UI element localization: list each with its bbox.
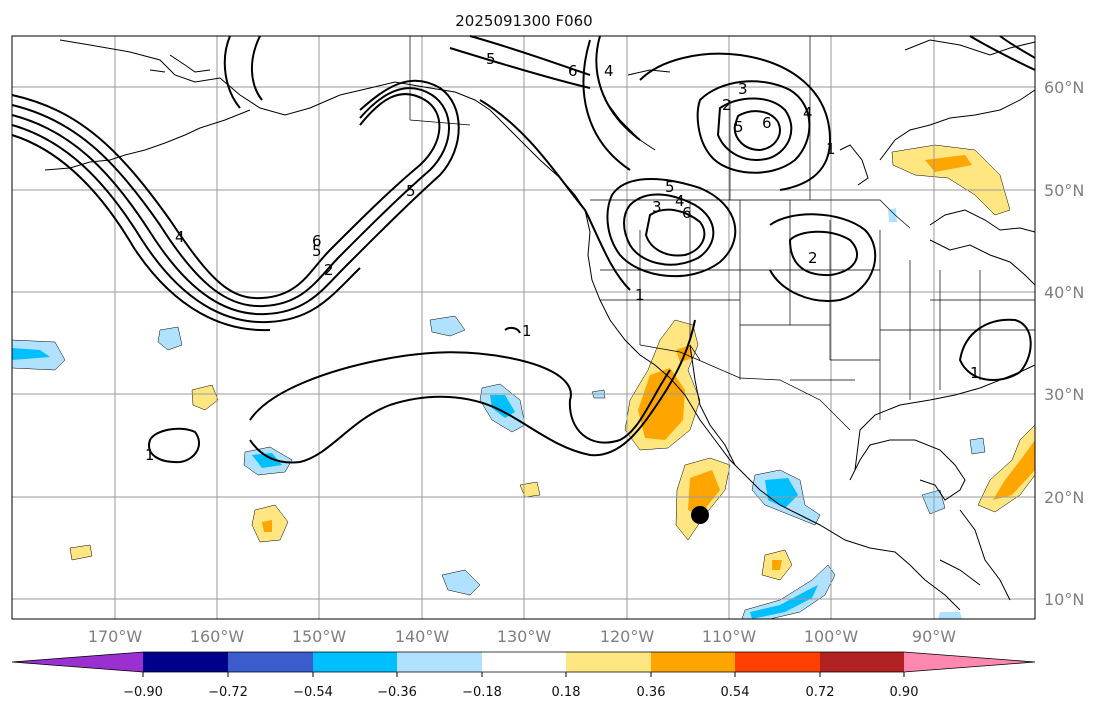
shade-region (638, 368, 685, 440)
colorbar-tick-label: −0.18 (462, 685, 502, 700)
contour-label: 1 (970, 364, 980, 382)
shade-region (888, 208, 897, 222)
colorbar-segment (651, 652, 735, 672)
contour-labels: 5 6 4 3 2 5 6 4 5 4 3 6 5 4 2 1 1 1 1 1 … (145, 50, 980, 464)
contour-label: 5 (406, 182, 416, 200)
contour-label: 4 (675, 192, 685, 210)
contour-label: 1 (145, 446, 155, 464)
lon-label: 130°W (497, 627, 552, 646)
shade-region (925, 155, 972, 172)
colorbar-extend-left (12, 652, 143, 672)
contour-label: 3 (738, 80, 748, 98)
colorbar: −0.90 −0.72 −0.54 −0.36 −0.18 0.18 0.36 … (11, 651, 1036, 700)
contour-label: 4 (604, 62, 614, 80)
lon-label: 100°W (804, 627, 859, 646)
shade-region (519, 481, 541, 498)
colorbar-tick-label: −0.90 (123, 685, 163, 700)
colorbar-segment (143, 652, 228, 672)
contour-label: 4 (803, 104, 813, 122)
lon-label: 110°W (702, 627, 757, 646)
lon-label: 140°W (395, 627, 450, 646)
map-title: 2025091300 F060 (455, 12, 592, 30)
colorbar-segment (228, 652, 313, 672)
colorbar-tick-label: 0.72 (806, 685, 835, 700)
colorbar-tick-label: 0.54 (721, 685, 750, 700)
lon-label: 120°W (600, 627, 655, 646)
contour-label: 1 (522, 322, 532, 340)
colorbar-tick-label: 0.18 (552, 685, 581, 700)
shade-region (252, 453, 282, 468)
contour-label: 4 (175, 228, 185, 246)
colorbar-tick-label: −0.54 (293, 685, 333, 700)
map-frame (11, 35, 1036, 620)
contour-label: 5 (486, 50, 496, 68)
shade-region (772, 560, 782, 570)
lat-label: 30°N (1044, 385, 1084, 404)
contour-label: 2 (722, 96, 732, 114)
graticule (12, 36, 1035, 619)
lat-label: 40°N (1044, 283, 1084, 302)
contour-label: 6 (568, 62, 578, 80)
shade-region (191, 384, 219, 411)
storm-center-marker (691, 506, 709, 524)
colorbar-segment (566, 652, 651, 672)
colorbar-ticks (142, 672, 905, 677)
shade-region (969, 437, 986, 455)
colorbar-tick-label: 0.36 (637, 685, 666, 700)
shade-region (441, 569, 481, 596)
lon-label: 160°W (190, 627, 245, 646)
lat-label: 20°N (1044, 488, 1084, 507)
colorbar-segment (820, 652, 904, 672)
shade-region (157, 326, 183, 351)
shade-region (262, 520, 272, 532)
contour-label: 1 (826, 140, 836, 158)
shade-region (688, 470, 720, 515)
lon-label: 90°W (912, 627, 956, 646)
lat-label: 50°N (1044, 181, 1084, 200)
shade-region (12, 348, 50, 360)
colorbar-segment (482, 652, 566, 672)
colorbar-tick-label: −0.72 (208, 685, 248, 700)
shade-region (938, 612, 962, 619)
contour-label: 2 (324, 261, 334, 279)
political-borders (409, 35, 1035, 431)
colorbar-segment (397, 652, 482, 672)
shade-region (891, 144, 1011, 216)
contour-label: 3 (652, 198, 662, 216)
lat-label: 60°N (1044, 78, 1084, 97)
shade-region (993, 440, 1035, 500)
shade-region (69, 544, 93, 561)
shade-region (750, 585, 818, 619)
lon-label: 150°W (292, 627, 347, 646)
lon-label: 170°W (88, 627, 143, 646)
lat-label: 10°N (1044, 590, 1084, 609)
longitude-labels: 170°W 160°W 150°W 140°W 130°W 120°W 110°… (88, 627, 956, 646)
colorbar-segment (313, 652, 397, 672)
contour-label: 6 (312, 232, 322, 250)
contours (11, 35, 1036, 464)
colorbar-extend-right (904, 652, 1035, 672)
contour-label: 5 (665, 178, 675, 196)
latitude-labels: 60°N 50°N 40°N 30°N 20°N 10°N (1044, 78, 1084, 609)
contour-label: 2 (808, 249, 818, 267)
contour-label: 5 (312, 242, 322, 260)
shade-region (490, 395, 515, 418)
coastlines (44, 39, 1036, 611)
contour-label: 5 (734, 118, 744, 136)
contour-label: 6 (762, 114, 772, 132)
colorbar-tick-label: −0.36 (377, 685, 417, 700)
contour-label: 6 (682, 204, 692, 222)
shade-region (977, 424, 1036, 513)
contour-label: 1 (635, 286, 645, 304)
colorbar-segment (735, 652, 820, 672)
shaded-regions (11, 144, 1036, 620)
colorbar-tick-label: 0.90 (890, 685, 919, 700)
shade-region (429, 315, 466, 337)
